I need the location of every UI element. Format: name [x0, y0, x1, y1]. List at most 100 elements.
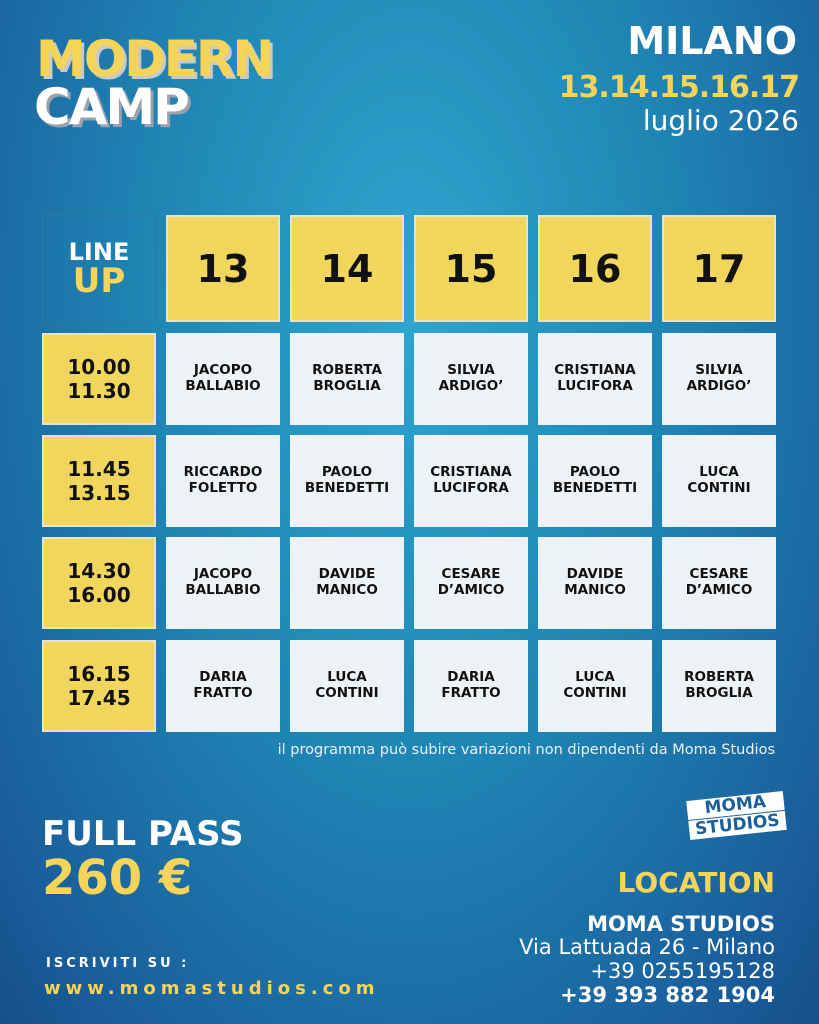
- location-heading: LOCATION: [617, 866, 775, 899]
- teacher-cell: LUCA CONTINI: [662, 435, 776, 527]
- teacher-last-name: D’AMICO: [685, 582, 753, 598]
- teacher-first-name: JACOPO: [193, 362, 253, 379]
- teacher-cell: PAOLO BENEDETTI: [538, 435, 652, 527]
- start-time: 11.45: [67, 457, 131, 481]
- full-pass-label: FULL PASS: [42, 814, 244, 854]
- full-pass-price: 260 €: [42, 850, 193, 906]
- end-time: 17.45: [67, 686, 131, 710]
- event-month: luglio 2026: [642, 104, 799, 137]
- time-slot: 14.30 16.00: [42, 537, 156, 629]
- teacher-first-name: DARIA: [199, 669, 247, 686]
- moma-studios-logo: MOMA STUDIOS: [686, 790, 787, 841]
- teacher-cell: LUCA CONTINI: [290, 640, 404, 732]
- teacher-first-name: CRISTIANA: [554, 362, 636, 379]
- lineup-label-line: LINE: [68, 237, 130, 266]
- signup-label: ISCRIVITI SU :: [46, 956, 190, 971]
- time-slot: 16.15 17.45: [42, 640, 156, 732]
- day-header: 17: [662, 215, 776, 322]
- day-number: 16: [568, 246, 622, 291]
- teacher-last-name: ARDIGO’: [438, 378, 504, 394]
- end-time: 16.00: [67, 583, 131, 607]
- day-number: 15: [444, 246, 498, 291]
- time-slot: 10.00 11.30: [42, 333, 156, 425]
- teacher-last-name: ARDIGO’: [686, 378, 752, 394]
- teacher-first-name: ROBERTA: [684, 669, 754, 686]
- teacher-last-name: FRATTO: [193, 685, 253, 701]
- teacher-last-name: BENEDETTI: [304, 480, 390, 496]
- teacher-last-name: MANICO: [316, 582, 378, 598]
- start-time: 14.30: [67, 559, 131, 583]
- teacher-last-name: FOLETTO: [188, 480, 258, 496]
- teacher-cell: CESARE D’AMICO: [414, 537, 528, 629]
- city: MILANO: [627, 19, 797, 63]
- teacher-cell: JACOPO BALLABIO: [166, 537, 280, 629]
- teacher-cell: LUCA CONTINI: [538, 640, 652, 732]
- teacher-cell: SILVIA ARDIGO’: [662, 333, 776, 425]
- teacher-first-name: CESARE: [689, 566, 749, 583]
- teacher-cell: CRISTIANA LUCIFORA: [538, 333, 652, 425]
- teacher-first-name: LUCA: [575, 669, 615, 686]
- teacher-cell: PAOLO BENEDETTI: [290, 435, 404, 527]
- lineup-label: LINE UP: [42, 215, 156, 322]
- start-time: 10.00: [67, 355, 131, 379]
- event-dates: 13.14.15.16.17: [558, 70, 800, 105]
- location-mobile: +39 393 882 1904: [560, 983, 775, 1007]
- teacher-cell: SILVIA ARDIGO’: [414, 333, 528, 425]
- teacher-first-name: PAOLO: [321, 464, 373, 481]
- day-header: 15: [414, 215, 528, 322]
- teacher-last-name: CONTINI: [563, 685, 627, 701]
- day-header: 13: [166, 215, 280, 322]
- location-name: MOMA STUDIOS: [587, 912, 775, 936]
- teacher-cell: CESARE D’AMICO: [662, 537, 776, 629]
- teacher-first-name: LUCA: [327, 669, 367, 686]
- day-number: 13: [196, 246, 250, 291]
- teacher-cell: RICCARDO FOLETTO: [166, 435, 280, 527]
- start-time: 16.15: [67, 662, 131, 686]
- end-time: 13.15: [67, 481, 131, 505]
- teacher-first-name: CRISTIANA: [430, 464, 512, 481]
- disclaimer: il programma può subire variazioni non d…: [277, 742, 775, 758]
- teacher-cell: ROBERTA BROGLIA: [662, 640, 776, 732]
- title-modern: MODERN: [36, 30, 274, 88]
- teacher-last-name: BALLABIO: [185, 378, 261, 394]
- teacher-first-name: SILVIA: [695, 362, 743, 379]
- teacher-last-name: CONTINI: [687, 480, 751, 496]
- teacher-last-name: BROGLIA: [313, 378, 381, 394]
- teacher-last-name: MANICO: [564, 582, 626, 598]
- teacher-first-name: DAVIDE: [566, 566, 624, 583]
- teacher-cell: ROBERTA BROGLIA: [290, 333, 404, 425]
- teacher-last-name: D’AMICO: [437, 582, 505, 598]
- day-number: 17: [692, 246, 746, 291]
- location-phone: +39 0255195128: [590, 959, 775, 983]
- teacher-first-name: RICCARDO: [183, 464, 263, 481]
- teacher-last-name: LUCIFORA: [433, 480, 509, 496]
- day-number: 14: [320, 246, 374, 291]
- teacher-last-name: BALLABIO: [185, 582, 261, 598]
- title-camp: CAMP: [34, 78, 190, 136]
- teacher-first-name: JACOPO: [193, 566, 253, 583]
- location-address: Via Lattuada 26 - Milano: [519, 935, 775, 959]
- teacher-cell: DARIA FRATTO: [166, 640, 280, 732]
- teacher-first-name: PAOLO: [569, 464, 621, 481]
- time-slot: 11.45 13.15: [42, 435, 156, 527]
- lineup-label-up: UP: [72, 260, 126, 301]
- teacher-last-name: BROGLIA: [685, 685, 753, 701]
- teacher-first-name: LUCA: [699, 464, 739, 481]
- website-link[interactable]: www.momastudios.com: [44, 978, 380, 999]
- teacher-last-name: LUCIFORA: [557, 378, 633, 394]
- end-time: 11.30: [67, 379, 131, 403]
- day-header: 16: [538, 215, 652, 322]
- teacher-cell: JACOPO BALLABIO: [166, 333, 280, 425]
- teacher-first-name: DAVIDE: [318, 566, 376, 583]
- teacher-cell: DARIA FRATTO: [414, 640, 528, 732]
- teacher-cell: CRISTIANA LUCIFORA: [414, 435, 528, 527]
- teacher-cell: DAVIDE MANICO: [538, 537, 652, 629]
- teacher-last-name: BENEDETTI: [552, 480, 638, 496]
- teacher-first-name: SILVIA: [447, 362, 495, 379]
- teacher-last-name: CONTINI: [315, 685, 379, 701]
- day-header: 14: [290, 215, 404, 322]
- teacher-first-name: DARIA: [447, 669, 495, 686]
- teacher-first-name: ROBERTA: [312, 362, 382, 379]
- teacher-last-name: FRATTO: [441, 685, 501, 701]
- teacher-first-name: CESARE: [441, 566, 501, 583]
